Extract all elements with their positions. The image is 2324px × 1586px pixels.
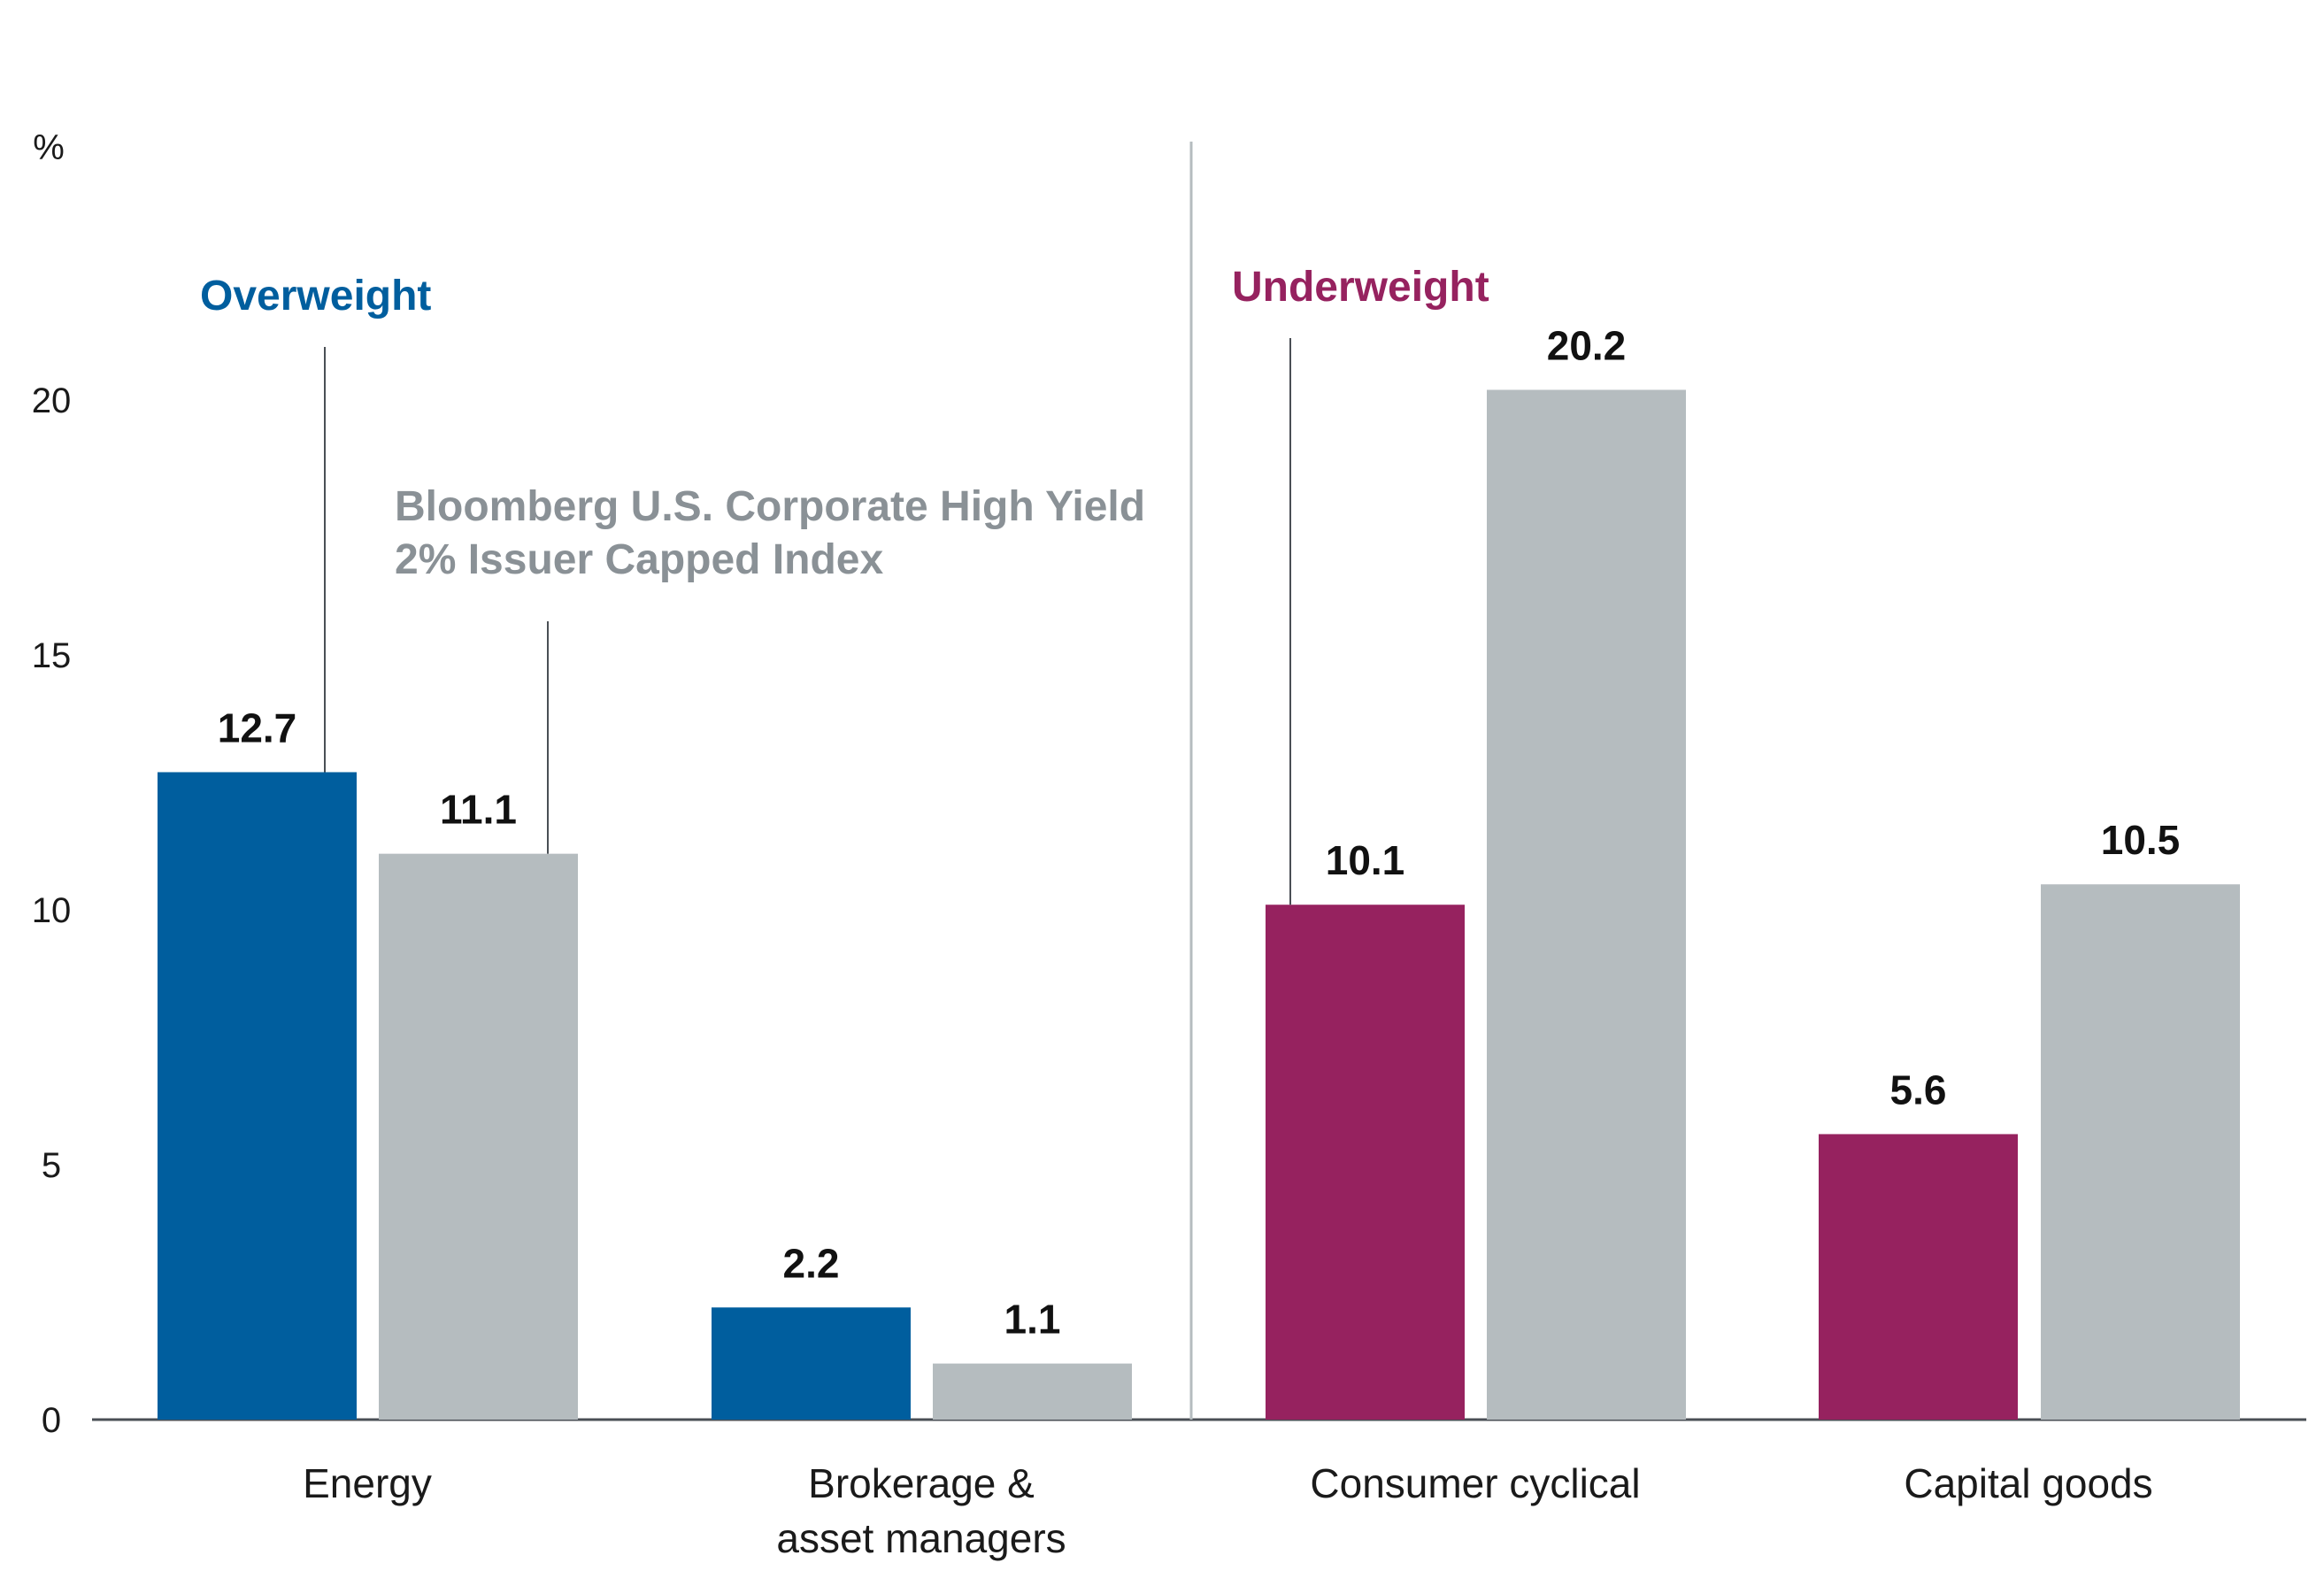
overweight-annotation: Overweight [200, 273, 431, 320]
index-bar [379, 853, 578, 1420]
portfolio-value-label: 2.2 [783, 1240, 840, 1286]
portfolio-value-label: 10.1 [1326, 837, 1405, 883]
index-bar [2041, 884, 2240, 1420]
underweight-annotation: Underweight [1232, 264, 1489, 311]
index-value-label: 1.1 [1004, 1297, 1061, 1343]
index-value-label: 10.5 [2101, 817, 2181, 863]
index-annotation-line1: Bloomberg U.S. Corporate High Yield [395, 483, 1145, 530]
index-annotation-line2: 2% Issuer Capped Index [395, 536, 883, 583]
category-label: Consumer cyclical [1310, 1460, 1640, 1506]
annotations: Overweight Underweight Bloomberg U.S. Corp… [200, 264, 1489, 905]
y-tick-label: 10 [32, 891, 72, 930]
y-axis-unit-label: % [33, 128, 65, 167]
category-label: Capital goods [1904, 1460, 2152, 1506]
index-value-label: 11.1 [440, 787, 517, 833]
y-tick-label: 0 [42, 1401, 61, 1440]
portfolio-value-label: 12.7 [218, 704, 297, 751]
portfolio-bar [158, 772, 357, 1420]
portfolio-bar [1266, 905, 1465, 1420]
portfolio-value-label: 5.6 [1890, 1066, 1947, 1113]
index-bar [933, 1363, 1132, 1420]
category-label: Energy [303, 1460, 432, 1506]
y-tick-label: 5 [42, 1146, 61, 1185]
portfolio-bar [712, 1307, 911, 1420]
category-label: asset managers [776, 1515, 1066, 1561]
index-value-label: 20.2 [1547, 322, 1627, 368]
bars [158, 389, 2240, 1420]
portfolio-bar [1819, 1134, 2018, 1420]
labels: 12.7 2.2 10.1 5.6 11.1 1.1 20.2 10.5 Energy Broke… [218, 322, 2181, 1561]
index-bar [1487, 389, 1686, 1420]
y-tick-label: 20 [32, 381, 72, 420]
y-tick-label: 15 [32, 636, 72, 675]
category-label: Brokerage & [808, 1460, 1035, 1506]
